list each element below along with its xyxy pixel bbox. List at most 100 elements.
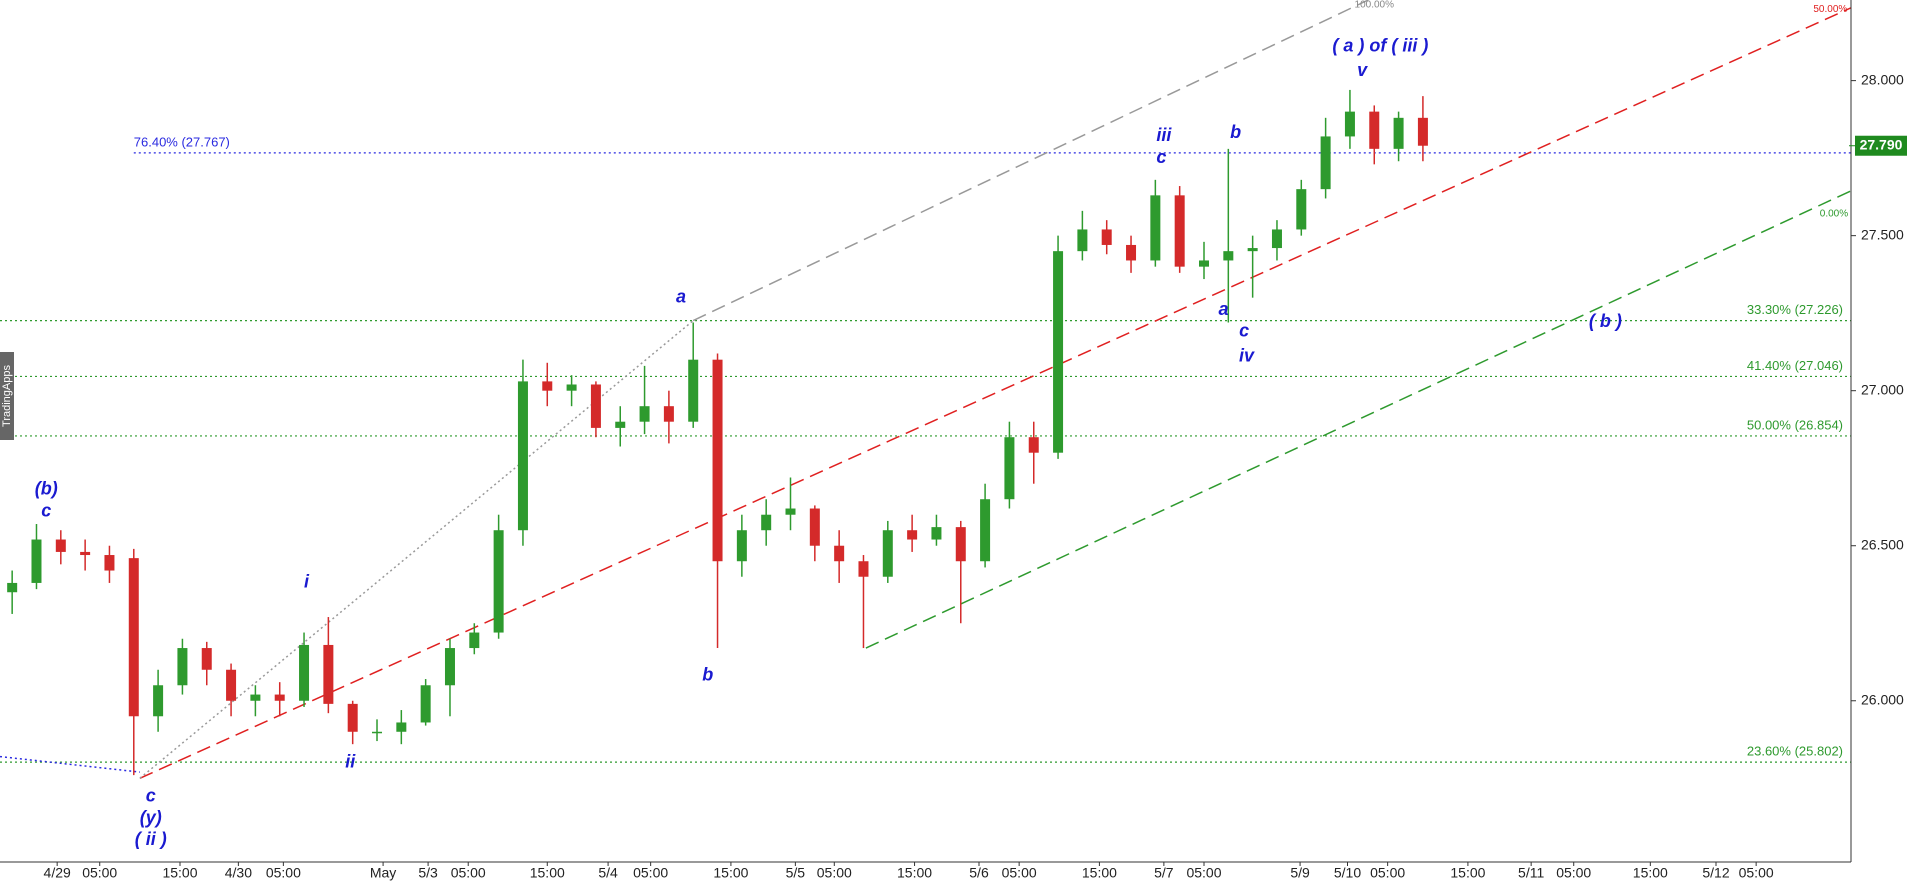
candle-body (1271, 229, 1282, 249)
candle-body (1004, 437, 1015, 500)
wave-label: i (304, 572, 310, 592)
trend-line (692, 0, 1369, 322)
candle-body (1247, 248, 1258, 252)
x-tick-label: 15:00 (897, 865, 932, 881)
x-tick-label: 15:00 (1633, 865, 1668, 881)
wave-label: ( ii ) (135, 829, 167, 849)
x-tick-label: 5/5 (786, 865, 806, 881)
candle-body (1174, 195, 1185, 267)
x-tick-label: 15:00 (713, 865, 748, 881)
x-tick-label: 05:00 (266, 865, 301, 881)
last-price-label: 27.790 (1860, 136, 1903, 152)
candle-body (785, 508, 796, 515)
x-tick-label: 5/6 (969, 865, 989, 881)
candle-body (177, 648, 188, 686)
wave-label: c (1239, 321, 1249, 341)
fib-level-label: 76.40% (27.767) (134, 134, 230, 149)
candle-body (980, 499, 991, 562)
wave-label: ( b ) (1589, 311, 1622, 331)
trend-line (0, 755, 140, 773)
candle-body (1369, 111, 1380, 149)
wave-label: a (676, 286, 686, 306)
candle-body (1126, 244, 1137, 261)
x-tick-label: 05:00 (1002, 865, 1037, 881)
wave-label: (b) (35, 479, 58, 499)
x-tick-label: 05:00 (1186, 865, 1221, 881)
candle-body (323, 644, 334, 704)
candle-body (882, 530, 893, 577)
candle-body (736, 530, 747, 562)
candle-body (469, 632, 480, 649)
candle-body (761, 514, 772, 531)
candle-body (1199, 260, 1210, 267)
candle-body (80, 551, 91, 556)
y-tick-label: 26.500 (1861, 536, 1904, 552)
candle-body (1296, 189, 1307, 230)
fib-level-label: 50.00% (26.854) (1747, 417, 1843, 432)
x-tick-label: 4/30 (225, 865, 252, 881)
x-tick-label: 05:00 (1556, 865, 1591, 881)
x-tick-label: 15:00 (1450, 865, 1485, 881)
candle-body (444, 648, 455, 686)
fib-level-label: 23.60% (25.802) (1747, 744, 1843, 759)
x-tick-label: 5/3 (418, 865, 438, 881)
candle-body (1077, 229, 1088, 252)
candle-body (1028, 437, 1039, 453)
candle-body (566, 384, 577, 391)
trend-line (139, 7, 1851, 779)
x-tick-label: 05:00 (1739, 865, 1774, 881)
wave-label: (y) (140, 807, 162, 827)
candle-body (274, 694, 285, 701)
candle-body (1101, 229, 1112, 245)
axes: 26.000 26.500 27.000 27.500 28.000 4/29 05:00 1… (35, 0, 1907, 881)
wave-label: b (1230, 122, 1241, 142)
last-price-box (1855, 135, 1907, 156)
candle-body (128, 558, 139, 717)
candle-body (542, 381, 553, 391)
candle-body (372, 731, 383, 734)
candle-body (1393, 117, 1404, 149)
candle-body (396, 722, 407, 732)
candle-body (420, 685, 431, 723)
wave-label: iv (1239, 345, 1255, 365)
y-tick-label: 26.000 (1861, 691, 1904, 707)
y-tick-label: 27.000 (1861, 381, 1904, 397)
candle-body (347, 703, 358, 732)
y-tick-label: 27.500 (1861, 226, 1904, 242)
candle-body (615, 421, 626, 428)
candle-body (858, 561, 869, 577)
x-tick-label: 15:00 (162, 865, 197, 881)
candle-body (226, 669, 237, 701)
x-tick-label: 05:00 (1370, 865, 1405, 881)
candle-body (639, 406, 650, 422)
x-tick-label: 05:00 (82, 865, 117, 881)
candle-body (493, 530, 504, 633)
candle-body (299, 644, 310, 701)
fib-level-label: 33.30% (27.226) (1747, 302, 1843, 317)
candle-body (104, 555, 115, 571)
candle-body (1223, 251, 1234, 261)
candle-body (712, 359, 723, 562)
x-tick-label: 5/11 (1518, 865, 1544, 881)
x-tick-label: 15:00 (530, 865, 565, 881)
x-tick-label: 05:00 (817, 865, 852, 881)
trend-line (865, 190, 1851, 649)
x-tick-label: 5/12 (1702, 865, 1729, 881)
x-tick-label: May (370, 865, 396, 881)
wave-label: a (1218, 299, 1228, 319)
x-tick-label: 5/7 (1154, 865, 1174, 881)
x-tick-label: 5/9 (1290, 865, 1310, 881)
wave-label: v (1357, 60, 1368, 80)
x-tick-label: 5/10 (1334, 865, 1361, 881)
fib-level-label: 41.40% (27.046) (1747, 358, 1843, 373)
candle-body (201, 648, 212, 670)
wave-label: c (41, 500, 51, 520)
watermark-text: TradingApps (1, 365, 13, 427)
candle-body (955, 527, 966, 562)
y-tick-label: 28.000 (1861, 71, 1904, 87)
candle-body (517, 381, 528, 531)
candle-body (907, 530, 918, 540)
candle-body (590, 384, 601, 428)
